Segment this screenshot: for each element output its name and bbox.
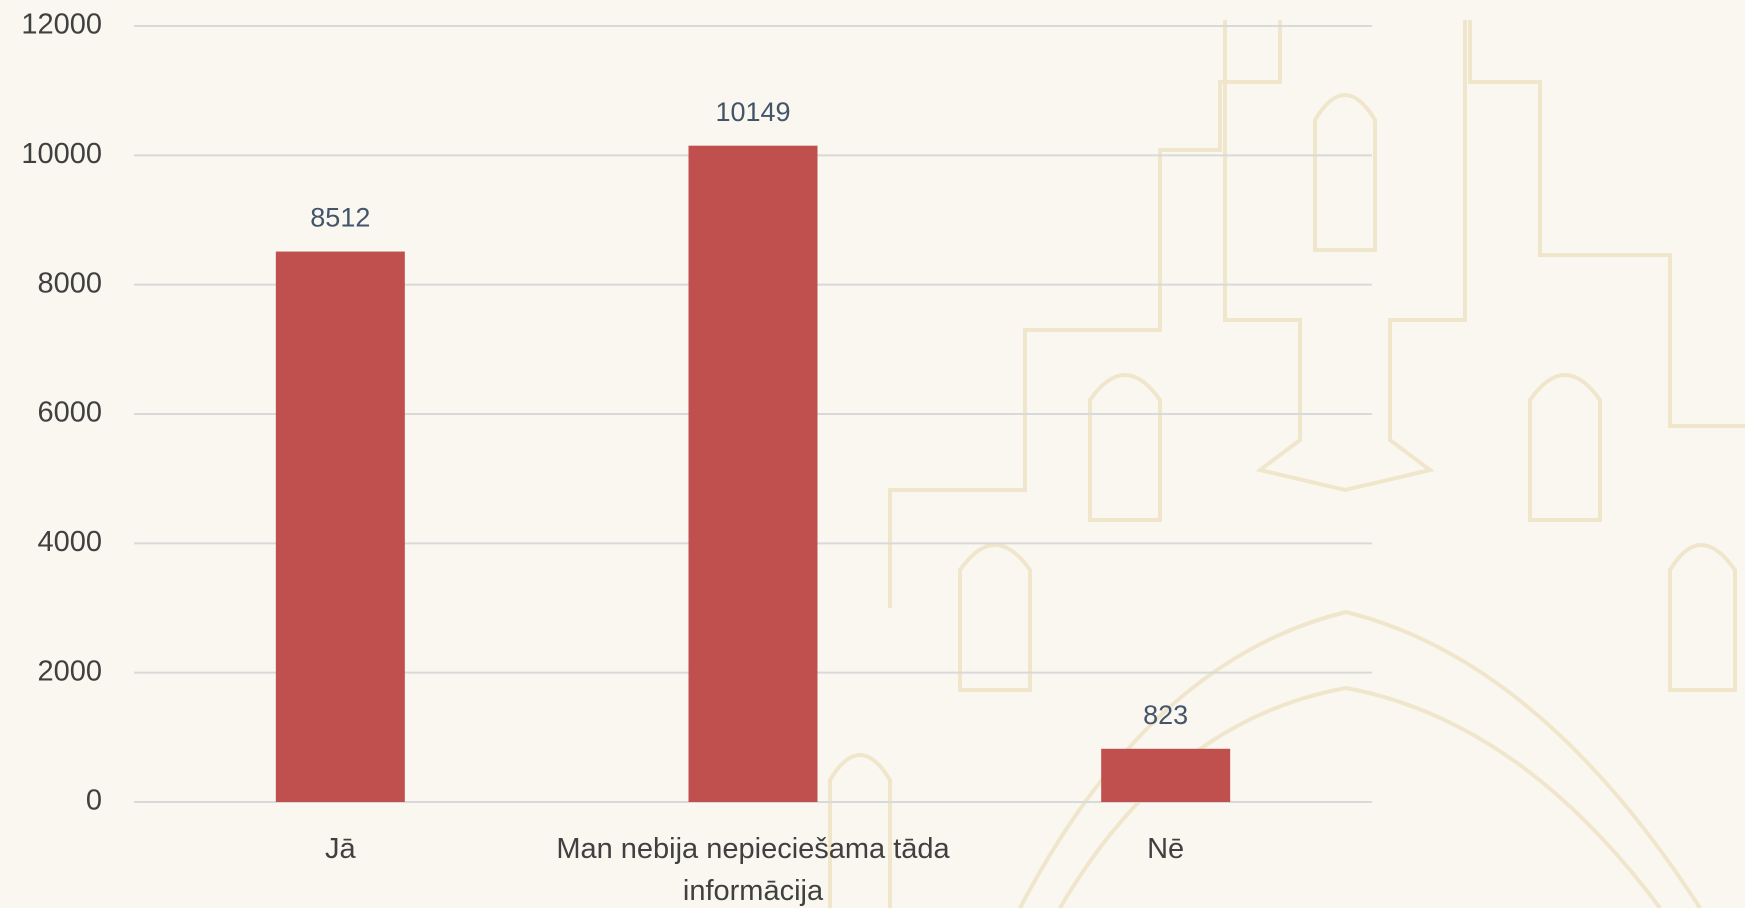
y-tick-label: 4000 [37, 526, 102, 558]
value-label: 10149 [715, 97, 790, 127]
y-tick-label: 6000 [37, 397, 102, 429]
y-tick-label: 10000 [21, 138, 102, 170]
y-tick-label: 12000 [21, 9, 102, 41]
y-tick-label: 0 [86, 785, 102, 817]
bar [1101, 748, 1231, 802]
y-tick-label: 2000 [37, 655, 102, 687]
x-tick-label: Nē [1147, 833, 1185, 865]
y-tick-label: 8000 [37, 267, 102, 299]
value-label: 8512 [310, 203, 370, 233]
value-label: 823 [1143, 700, 1188, 730]
bar [688, 145, 818, 802]
x-tick-label: Man nebija nepieciešama tāda informācija [556, 833, 950, 907]
x-tick-label: Jā [325, 833, 356, 865]
bar [275, 251, 405, 803]
background-ornament [828, 20, 1745, 908]
